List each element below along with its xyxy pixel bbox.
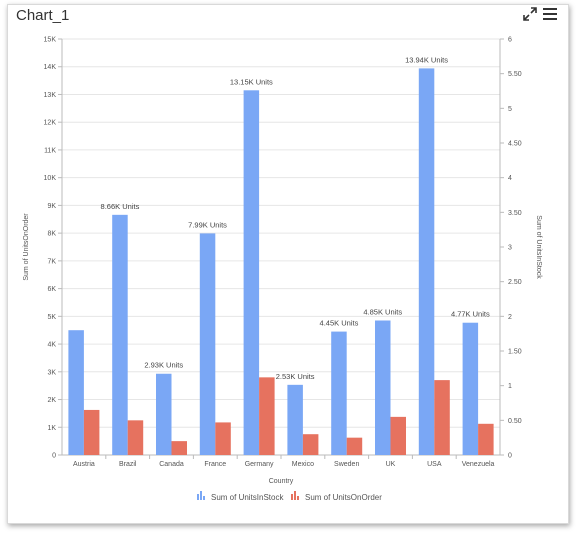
legend-label-units-on-order: Sum of UnitsOnOrder xyxy=(305,493,382,502)
bar-units-on-order xyxy=(434,380,450,455)
bar-units-in-stock xyxy=(418,68,435,455)
legend-swatch-units-in-stock xyxy=(197,494,199,500)
y2-tick-label: 2 xyxy=(508,314,512,321)
bar-data-label: 13.15K Units xyxy=(230,77,273,86)
bar-data-label: 7.99K Units xyxy=(188,220,227,229)
bar-data-label: 2.53K Units xyxy=(276,372,315,381)
bar-units-in-stock xyxy=(243,90,260,455)
y-tick-label: 2K xyxy=(47,397,56,404)
x-tick-label: Germany xyxy=(245,461,274,468)
bar-units-in-stock xyxy=(287,384,303,455)
legend-swatch-units-on-order xyxy=(291,494,293,500)
y-tick-label: 5K xyxy=(47,314,56,321)
x-tick-label: France xyxy=(204,461,226,468)
x-tick-label: USA xyxy=(427,461,442,468)
bar-units-on-order xyxy=(171,441,187,455)
y-tick-label: 4K xyxy=(47,342,56,349)
bar-data-label: 4.85K Units xyxy=(363,307,402,316)
legend-swatch-units-on-order xyxy=(294,491,296,500)
bar-units-on-order xyxy=(127,420,144,455)
hamburger-menu-icon[interactable] xyxy=(543,7,557,25)
y-axis-title: Sum of UnitsOnOrder xyxy=(23,213,30,281)
bar-units-on-order xyxy=(346,437,363,455)
y2-tick-label: 0 xyxy=(508,453,512,460)
y-tick-label: 3K xyxy=(47,369,56,376)
legend-swatch-units-on-order xyxy=(297,496,299,500)
bar-data-label: 13.94K Units xyxy=(405,55,448,64)
bar-data-label: 4.45K Units xyxy=(320,319,359,328)
x-tick-label: Mexico xyxy=(292,461,314,468)
y2-axis-title: Sum of UnitsInStock xyxy=(535,215,542,279)
bar-units-on-order xyxy=(83,409,100,455)
bar-units-in-stock xyxy=(68,330,84,455)
expand-icon[interactable] xyxy=(523,7,537,25)
bar-units-on-order xyxy=(259,377,275,455)
y-tick-label: 7K xyxy=(47,258,56,265)
x-axis-title: Country xyxy=(269,478,294,485)
y2-tick-label: 0.50 xyxy=(508,418,522,425)
bar-units-in-stock xyxy=(112,214,128,455)
legend-swatch-units-in-stock xyxy=(200,491,202,500)
y-tick-label: 15K xyxy=(44,37,57,44)
y2-tick-label: 5 xyxy=(508,106,512,113)
bar-units-on-order xyxy=(478,423,494,455)
bar-units-on-order xyxy=(302,434,319,455)
y2-tick-label: 4 xyxy=(508,175,512,182)
y-tick-label: 11K xyxy=(44,147,56,154)
y2-tick-label: 4.50 xyxy=(508,141,522,148)
y-tick-label: 6K xyxy=(47,286,56,293)
legend-label-units-in-stock: Sum of UnitsInStock xyxy=(211,493,284,502)
bar-units-on-order xyxy=(390,416,406,455)
y2-tick-label: 5.50 xyxy=(508,71,522,78)
y-tick-label: 12K xyxy=(44,120,57,127)
x-tick-label: Brazil xyxy=(119,461,137,468)
y2-tick-label: 1.50 xyxy=(508,349,522,356)
y2-tick-label: 6 xyxy=(508,37,512,44)
y-tick-label: 10K xyxy=(44,175,57,182)
bar-data-label: 2.93K Units xyxy=(144,361,183,370)
bar-units-in-stock xyxy=(375,320,391,455)
x-tick-label: Venezuela xyxy=(462,461,495,468)
y2-tick-label: 2.50 xyxy=(508,279,522,286)
bar-units-in-stock xyxy=(156,373,172,455)
y2-tick-label: 1 xyxy=(508,383,512,390)
bar-data-label: 8.66K Units xyxy=(101,202,140,211)
y-tick-label: 13K xyxy=(44,92,57,99)
chart-title: Chart_1 xyxy=(16,7,70,24)
legend-swatch-units-in-stock xyxy=(203,496,205,500)
x-tick-label: UK xyxy=(386,461,396,468)
y-tick-label: 1K xyxy=(47,425,56,432)
bar-data-label: 4.77K Units xyxy=(451,310,490,319)
bar-units-in-stock xyxy=(331,331,347,455)
y-tick-label: 14K xyxy=(44,64,57,71)
bar-units-on-order xyxy=(215,422,231,455)
y2-tick-label: 3.50 xyxy=(508,210,522,217)
x-tick-label: Canada xyxy=(159,461,184,468)
y-tick-label: 0 xyxy=(52,453,56,460)
x-tick-label: Sweden xyxy=(334,461,359,468)
y-tick-label: 8K xyxy=(47,231,56,238)
y2-tick-label: 3 xyxy=(508,245,512,252)
x-tick-label: Austria xyxy=(73,461,95,468)
y-tick-label: 9K xyxy=(47,203,56,210)
bar-units-in-stock xyxy=(199,233,216,455)
bar-units-in-stock xyxy=(462,322,479,455)
